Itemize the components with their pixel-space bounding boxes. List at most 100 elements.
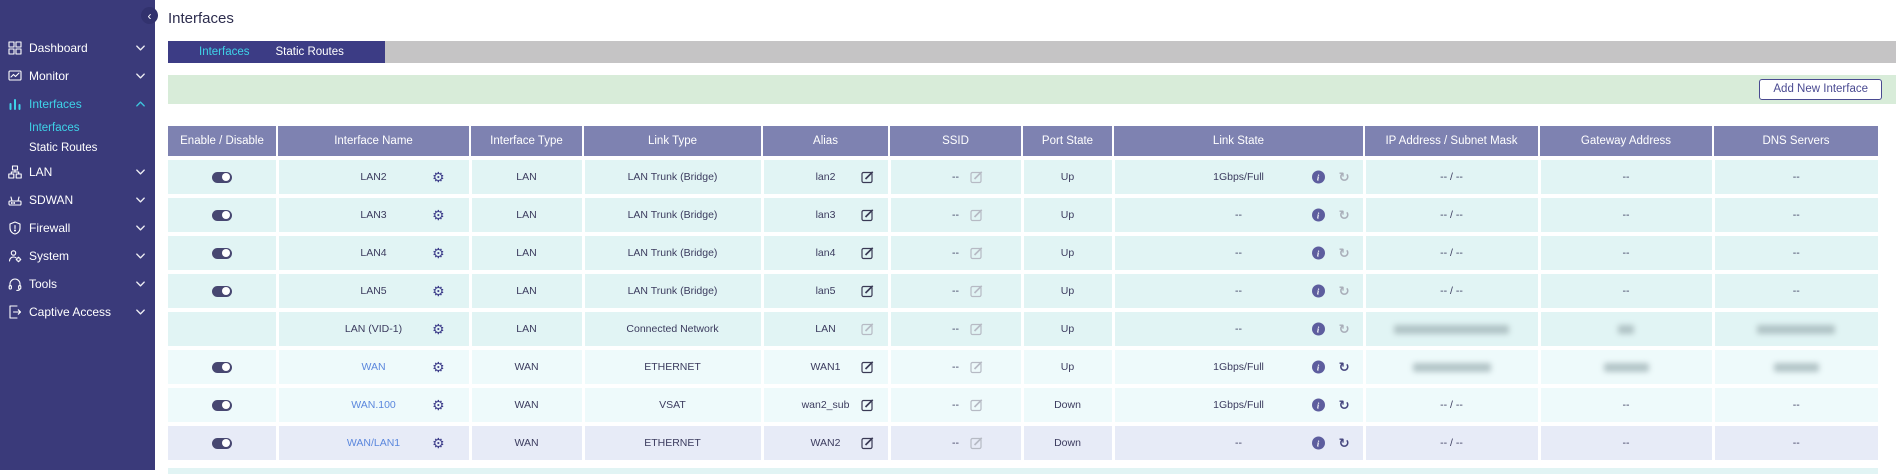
- table-row: WAN/LAN1 ⚙ WAN ETHERNET WAN2 -- Down -- i ↻ -- / -…: [168, 424, 1878, 464]
- cell-gateway: --: [1539, 386, 1715, 426]
- dns-value: --: [1792, 171, 1800, 183]
- cell-ssid: --: [889, 272, 1024, 312]
- cell-enable-disable: [168, 310, 279, 350]
- interfaces-table: Enable / Disable Interface Name Interface …: [168, 126, 1878, 464]
- cell-dns: --: [1713, 272, 1878, 312]
- cell-interface-name: WAN.100 ⚙: [277, 386, 472, 426]
- ssid-edit-icon: [969, 285, 983, 298]
- alias-value: LAN: [815, 323, 836, 335]
- column-header: IP Address / Subnet Mask: [1364, 126, 1540, 160]
- sidebar-item-tools[interactable]: Tools: [0, 270, 155, 298]
- cell-interface-type: WAN: [470, 348, 585, 388]
- settings-gear-icon[interactable]: ⚙: [431, 207, 445, 223]
- alias-edit-icon[interactable]: [860, 171, 874, 184]
- cell-dns: [1713, 348, 1878, 388]
- sidebar-item-interfaces[interactable]: Interfaces: [0, 90, 155, 118]
- alias-edit-icon[interactable]: [860, 209, 874, 222]
- cell-gateway: --: [1539, 234, 1715, 274]
- settings-gear-icon[interactable]: ⚙: [431, 359, 445, 375]
- settings-gear-icon[interactable]: ⚙: [431, 397, 445, 413]
- column-header: Interface Type: [470, 126, 584, 160]
- refresh-icon[interactable]: ↻: [1338, 435, 1350, 451]
- enable-toggle[interactable]: [211, 399, 232, 411]
- table-row: LAN3 ⚙ LAN LAN Trunk (Bridge) lan3 -- Up -- i ↻ --…: [168, 196, 1878, 236]
- enable-toggle[interactable]: [211, 361, 232, 373]
- alias-edit-icon[interactable]: [860, 437, 874, 450]
- alias-value: wan2_sub: [801, 399, 850, 411]
- cell-enable-disable: [168, 234, 279, 274]
- sidebar-item-label: SDWAN: [29, 193, 74, 207]
- info-icon[interactable]: i: [1311, 322, 1325, 336]
- ssid-value: --: [952, 247, 959, 259]
- sidebar-item-sdwan[interactable]: SDWAN: [0, 186, 155, 214]
- info-icon[interactable]: i: [1311, 360, 1325, 374]
- enable-toggle[interactable]: [211, 285, 232, 297]
- column-header: Link Type: [583, 126, 763, 160]
- cell-alias: wan2_sub: [762, 386, 891, 426]
- cell-interface-type: LAN: [470, 310, 585, 350]
- sidebar-item-system[interactable]: System: [0, 242, 155, 270]
- cell-ip-subnet: -- / --: [1364, 158, 1541, 198]
- cell-alias: lan2: [762, 158, 891, 198]
- alias-edit-icon[interactable]: [860, 285, 874, 298]
- info-icon[interactable]: i: [1311, 246, 1325, 260]
- sidebar-item-monitor[interactable]: Monitor: [0, 62, 155, 90]
- info-icon[interactable]: i: [1311, 284, 1325, 298]
- sidebar-item-interfaces-sub[interactable]: Interfaces: [29, 122, 80, 134]
- enable-toggle[interactable]: [211, 171, 232, 183]
- cell-link-state: -- i ↻: [1113, 196, 1366, 236]
- sidebar-item-label: LAN: [29, 165, 53, 179]
- redacted-value: [1603, 362, 1649, 372]
- tab-interfaces[interactable]: Interfaces: [199, 46, 250, 58]
- settings-gear-icon[interactable]: ⚙: [431, 283, 445, 299]
- chevron-down-icon: [135, 43, 146, 53]
- sidebar-item-static-routes[interactable]: Static Routes: [29, 142, 98, 154]
- info-icon[interactable]: i: [1311, 170, 1325, 184]
- settings-gear-icon[interactable]: ⚙: [431, 169, 445, 185]
- cell-link-state: -- i ↻: [1113, 310, 1366, 350]
- cell-ssid: --: [889, 348, 1024, 388]
- add-new-interface-button[interactable]: Add New Interface: [1759, 79, 1882, 100]
- interface-name-link[interactable]: WAN: [361, 361, 386, 373]
- sidebar-item-dashboard[interactable]: Dashboard: [0, 34, 155, 62]
- cell-gateway: --: [1539, 158, 1715, 198]
- cell-ip-subnet: [1364, 348, 1541, 388]
- alias-value: lan2: [815, 171, 836, 183]
- enable-toggle[interactable]: [211, 247, 232, 259]
- info-icon[interactable]: i: [1311, 398, 1325, 412]
- ssid-edit-icon: [969, 171, 983, 184]
- enable-toggle[interactable]: [211, 209, 232, 221]
- settings-gear-icon[interactable]: ⚙: [431, 321, 445, 337]
- sidebar-collapse-button[interactable]: ‹: [141, 7, 158, 24]
- cell-ip-subnet: -- / --: [1364, 272, 1541, 312]
- refresh-icon: ↻: [1338, 321, 1350, 337]
- alias-edit-icon[interactable]: [860, 247, 874, 260]
- alias-edit-icon[interactable]: [860, 399, 874, 412]
- interface-name-link[interactable]: WAN.100: [351, 399, 396, 411]
- tab-bar: Interfaces Static Routes: [168, 41, 1896, 63]
- interface-name-link[interactable]: WAN/LAN1: [346, 437, 401, 449]
- column-header: Alias: [762, 126, 890, 160]
- info-icon[interactable]: i: [1311, 208, 1325, 222]
- info-icon[interactable]: i: [1311, 436, 1325, 450]
- refresh-icon[interactable]: ↻: [1338, 397, 1350, 413]
- sidebar-item-captive-access[interactable]: Captive Access: [0, 298, 155, 326]
- captive-access-icon: [6, 305, 23, 320]
- link-state-value: 1Gbps/Full: [1213, 399, 1264, 411]
- settings-gear-icon[interactable]: ⚙: [431, 435, 445, 451]
- sidebar-item-firewall[interactable]: Firewall: [0, 214, 155, 242]
- tab-static-routes[interactable]: Static Routes: [275, 46, 344, 58]
- ip-subnet-value: -- / --: [1440, 285, 1463, 297]
- alias-edit-icon[interactable]: [860, 361, 874, 374]
- sidebar-item-lan[interactable]: LAN: [0, 158, 155, 186]
- enable-toggle[interactable]: [211, 437, 232, 449]
- refresh-icon[interactable]: ↻: [1338, 359, 1350, 375]
- cell-port-state: Up: [1022, 348, 1115, 388]
- cell-link-type: Connected Network: [583, 310, 764, 350]
- cell-link-type: LAN Trunk (Bridge): [583, 158, 764, 198]
- ssid-value: --: [952, 399, 959, 411]
- cell-gateway: [1539, 310, 1715, 350]
- settings-gear-icon[interactable]: ⚙: [431, 245, 445, 261]
- refresh-icon: ↻: [1338, 169, 1350, 185]
- redacted-value: [1394, 324, 1509, 334]
